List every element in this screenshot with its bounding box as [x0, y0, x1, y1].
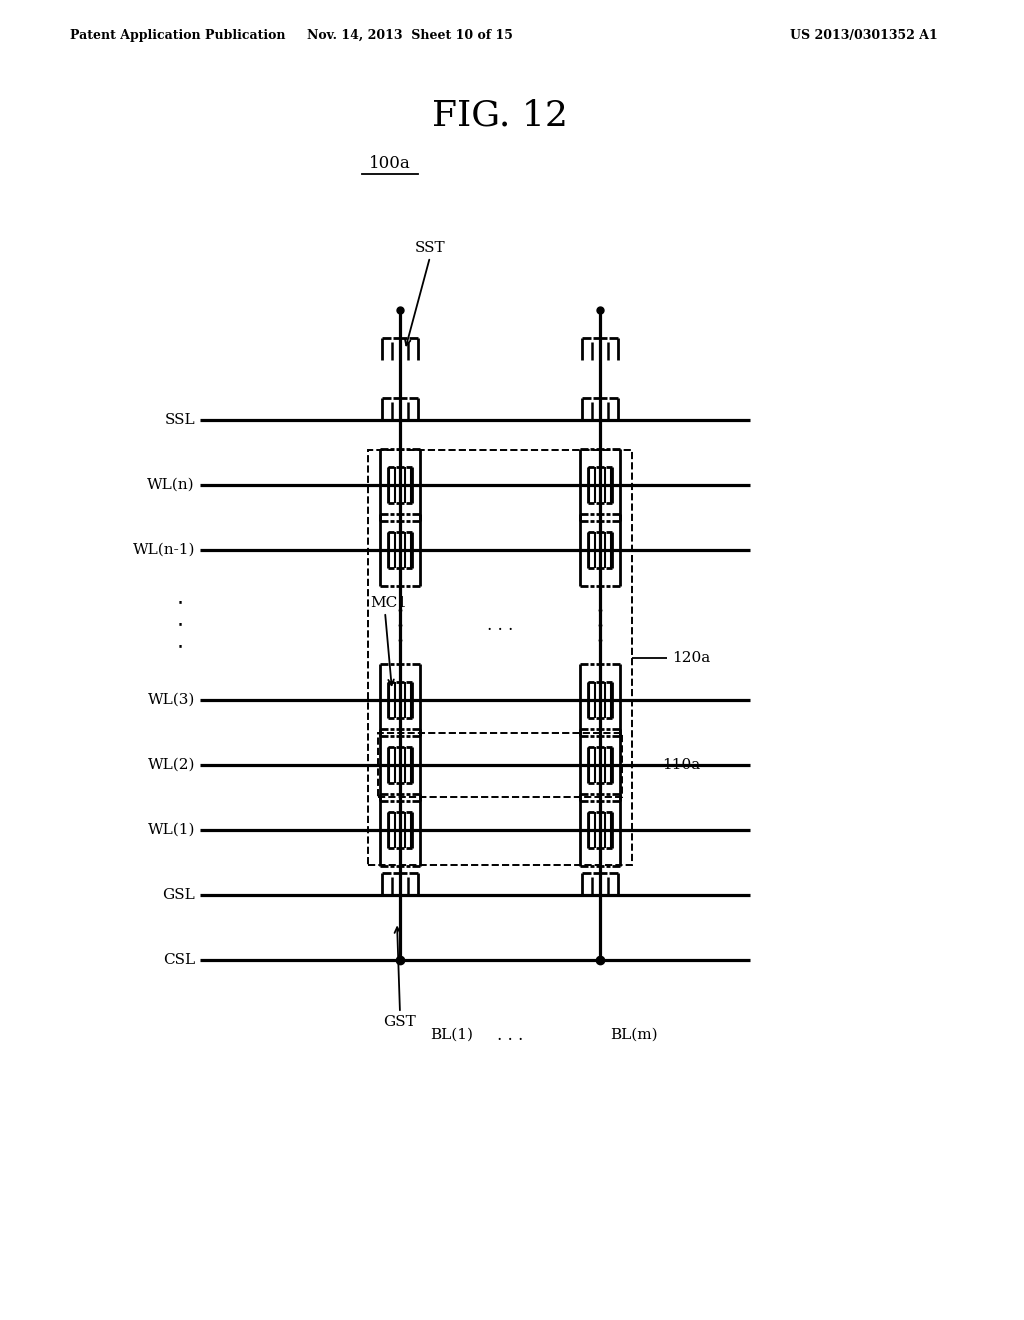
- Text: BL(1): BL(1): [430, 1028, 473, 1041]
- Bar: [378, 733, 622, 797]
- Text: CSL: CSL: [163, 953, 195, 968]
- Text: . . .: . . .: [486, 616, 513, 634]
- Text: Patent Application Publication: Patent Application Publication: [70, 29, 286, 41]
- Text: BL(m): BL(m): [610, 1028, 657, 1041]
- Text: Nov. 14, 2013  Sheet 10 of 15: Nov. 14, 2013 Sheet 10 of 15: [307, 29, 513, 41]
- Text: . . .: . . .: [497, 1027, 523, 1044]
- Text: SST: SST: [415, 242, 445, 255]
- Text: ⋅: ⋅: [176, 593, 183, 612]
- Text: WL(n-1): WL(n-1): [132, 543, 195, 557]
- Text: 110a: 110a: [662, 758, 700, 772]
- Text: 100a: 100a: [369, 154, 411, 172]
- Text: WL(3): WL(3): [147, 693, 195, 708]
- Text: ⋅: ⋅: [176, 638, 183, 657]
- Text: 120a: 120a: [672, 651, 711, 664]
- Bar: [368, 450, 632, 865]
- Text: US 2013/0301352 A1: US 2013/0301352 A1: [790, 29, 938, 41]
- Text: WL(n): WL(n): [147, 478, 195, 492]
- Text: FIG. 12: FIG. 12: [432, 98, 568, 132]
- Text: WL(2): WL(2): [147, 758, 195, 772]
- Text: GST: GST: [384, 1015, 417, 1030]
- Text: MC1: MC1: [370, 597, 407, 610]
- Text: WL(1): WL(1): [147, 822, 195, 837]
- Text: GSL: GSL: [162, 888, 195, 902]
- Text: ⋅: ⋅: [176, 615, 183, 635]
- Text: SSL: SSL: [165, 413, 195, 426]
